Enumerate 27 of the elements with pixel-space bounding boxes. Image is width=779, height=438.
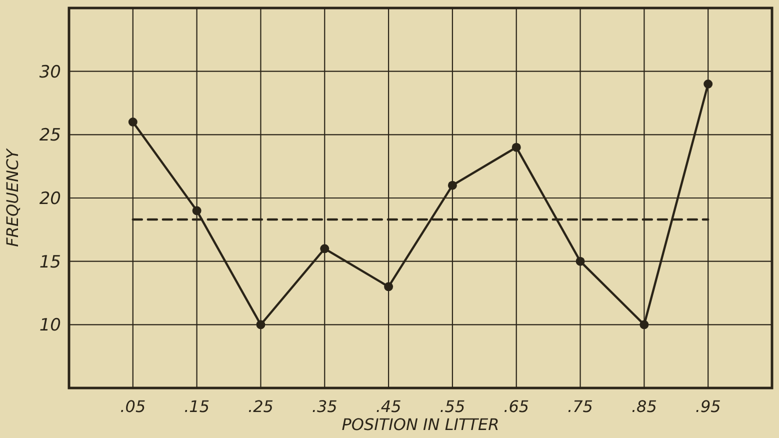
point — [448, 180, 457, 190]
x-tick-label: .25 — [248, 397, 274, 416]
x-tick-label: .55 — [440, 397, 466, 416]
x-tick-label: .65 — [504, 397, 530, 416]
y-tick-label: 20 — [39, 188, 61, 209]
point — [256, 320, 266, 330]
point — [192, 206, 202, 216]
x-axis-title: POSITION IN LITTER — [342, 415, 500, 434]
point — [320, 244, 330, 254]
point — [640, 320, 649, 330]
y-tick-label: 30 — [39, 62, 61, 82]
point — [128, 118, 138, 126]
x-tick-label: .95 — [695, 397, 721, 416]
x-tick-label: .35 — [312, 397, 338, 416]
point — [704, 80, 713, 88]
y-tick-label: 10 — [39, 316, 61, 336]
y-tick-label: 15 — [39, 252, 61, 272]
x-tick-label: .45 — [376, 397, 402, 416]
point — [576, 256, 585, 266]
x-tick-label: .15 — [184, 397, 210, 416]
x-tick-label: .05 — [120, 397, 146, 416]
y-tick-label: 25 — [39, 126, 61, 146]
x-tick-label: .75 — [568, 397, 593, 416]
point — [512, 142, 521, 152]
point — [384, 282, 394, 292]
x-tick-label: .85 — [631, 397, 657, 416]
y-axis-title: FREQUENCY — [3, 148, 22, 247]
